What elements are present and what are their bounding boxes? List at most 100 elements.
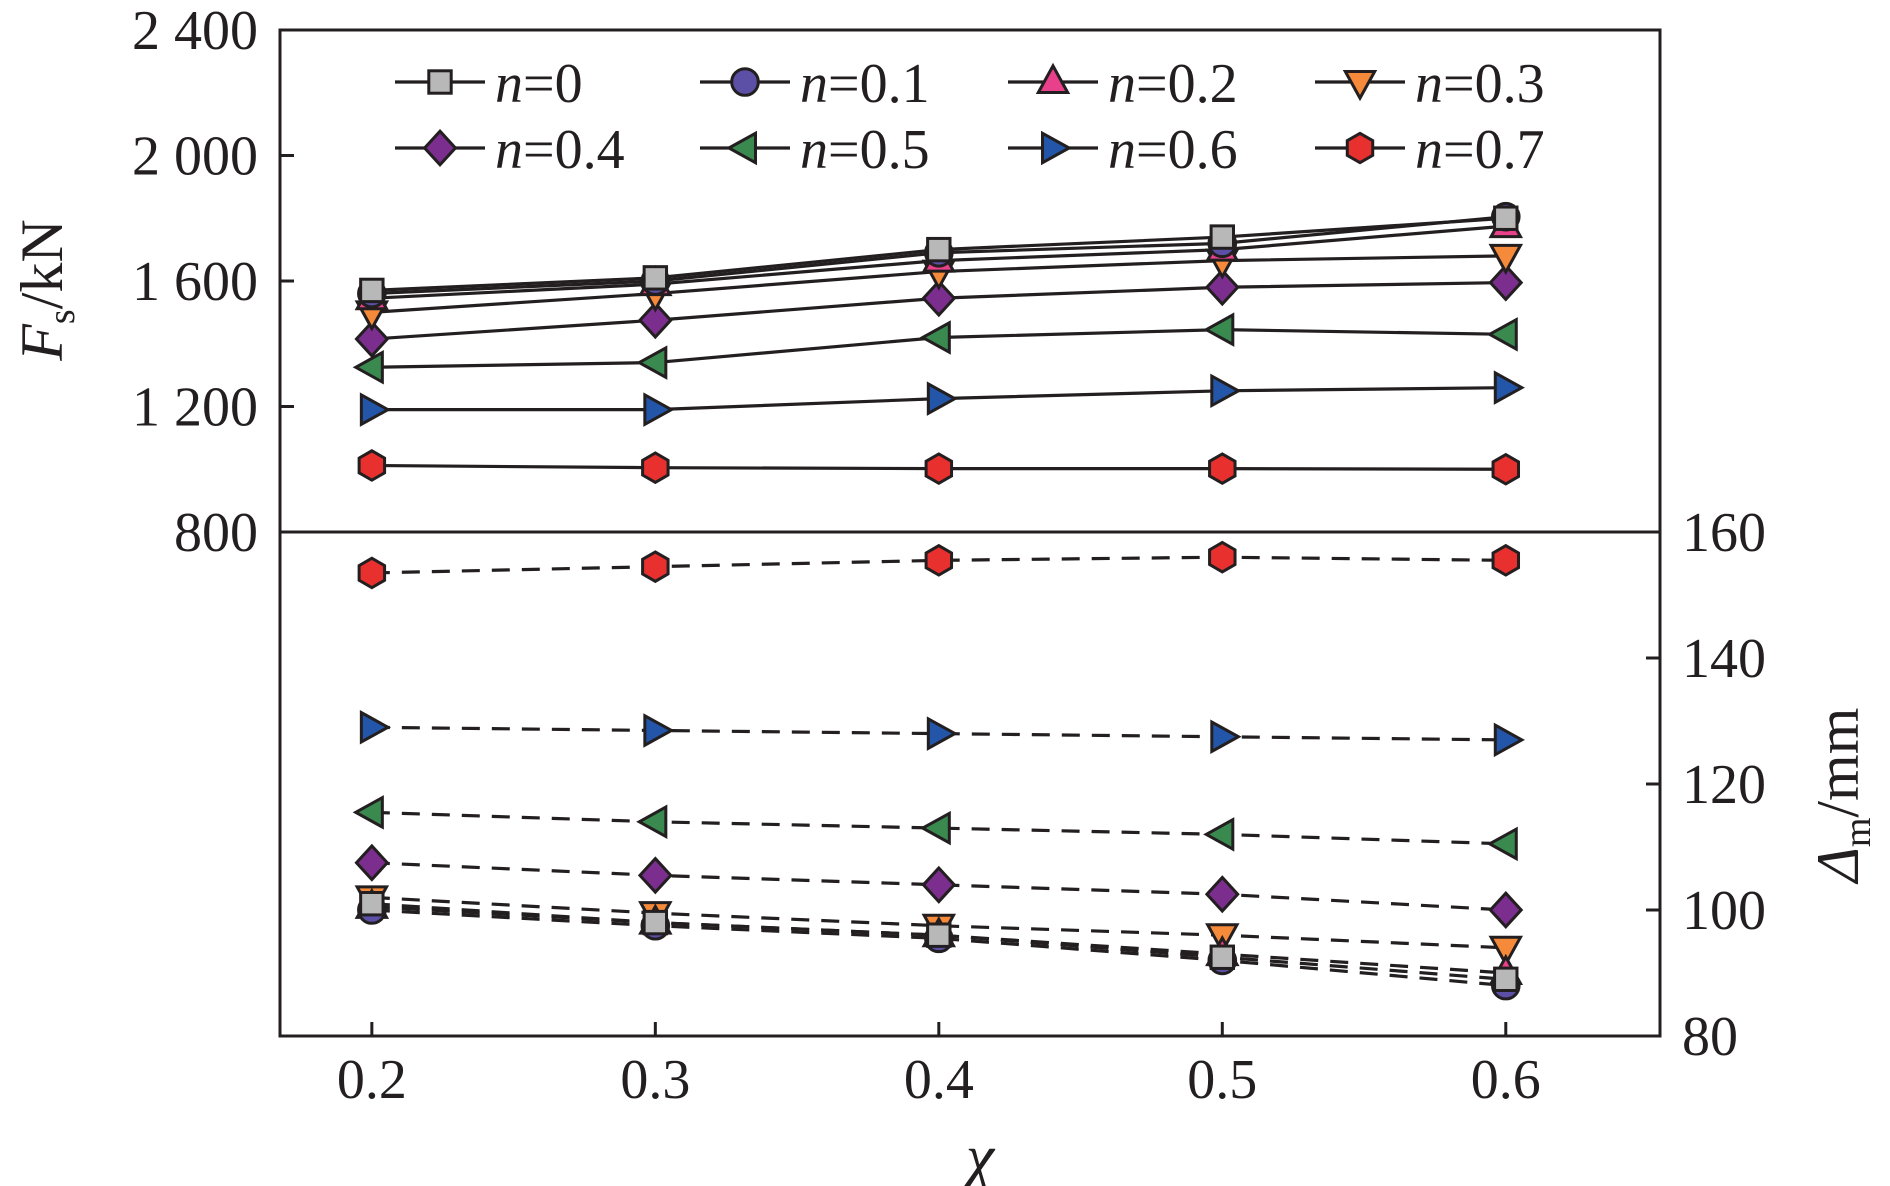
upper-data-point xyxy=(919,320,951,355)
axis-titles: χ Fs/kN Δm/mm xyxy=(9,219,1879,1186)
lower-data-point xyxy=(637,856,673,895)
y-tick-label: 1 200 xyxy=(132,377,258,439)
lower-data-point xyxy=(352,795,384,830)
legend: n=0 n=0.1 n=0.2 n=0.3 n=0.4 n=0.5 n=0.6 n=0.7 xyxy=(395,53,1545,181)
y-tick-label: 2 400 xyxy=(132,0,258,62)
legend-entry: n=0.2 xyxy=(1008,53,1238,115)
y-tick-label: 1 600 xyxy=(132,251,258,313)
y-tick-label: 800 xyxy=(174,502,258,564)
upper-data-point xyxy=(1203,312,1235,347)
legend-entry: n=0.7 xyxy=(1315,119,1545,181)
lower-data-point xyxy=(1493,722,1525,758)
x-axis-title: χ xyxy=(960,1121,996,1186)
lower-series-line xyxy=(371,555,1506,575)
lower-data-point xyxy=(1209,944,1236,970)
lower-data-point xyxy=(1486,826,1518,862)
lower-data-point xyxy=(636,804,668,840)
y-tick-label: 120 xyxy=(1682,754,1766,816)
lower-data-point xyxy=(1493,966,1519,992)
legend-entry: n=0.4 xyxy=(395,119,625,181)
lower-data-point xyxy=(359,891,385,917)
lower-series-line xyxy=(371,902,1506,981)
x-tick-label: 0.3 xyxy=(620,1049,690,1111)
lower-data-point xyxy=(926,716,959,751)
y-tick-label: 100 xyxy=(1682,880,1766,942)
legend-entry: n=0.1 xyxy=(700,53,930,115)
lower-y-axis-title: Δm/mm xyxy=(1805,708,1879,885)
legend-marker xyxy=(1342,70,1378,102)
lower-data-point xyxy=(919,810,951,846)
x-tick-label: 0.4 xyxy=(904,1049,974,1111)
upper-data-point xyxy=(1491,452,1521,486)
y-tick-label: 2 000 xyxy=(132,126,258,188)
legend-marker xyxy=(427,69,453,95)
lower-data-point xyxy=(926,922,952,948)
lower-data-point xyxy=(924,543,954,577)
upper-data-point xyxy=(1210,373,1242,409)
upper-data-point xyxy=(1208,452,1237,486)
legend-entry: n=0 xyxy=(395,53,583,115)
lower-data-point xyxy=(359,710,392,745)
upper-data-point xyxy=(1209,224,1236,250)
legend-label: n=0.3 xyxy=(1415,53,1545,115)
upper-data-point xyxy=(1493,205,1519,231)
legend-marker xyxy=(422,128,458,168)
lower-series-line xyxy=(371,895,1506,950)
legend-marker xyxy=(1345,131,1375,165)
lower-y-axis: 80 100 120 140 160 xyxy=(1646,502,1766,1068)
upper-data-point xyxy=(1488,243,1524,276)
upper-y-axis: 800 1 200 1 600 2 000 2 400 xyxy=(132,0,294,564)
lower-data-point xyxy=(1488,890,1524,930)
x-tick-label: 0.6 xyxy=(1471,1049,1541,1111)
upper-data-point xyxy=(643,392,675,427)
upper-data-point xyxy=(354,320,390,359)
y-tick-label: 80 xyxy=(1682,1006,1738,1068)
upper-data-point xyxy=(637,301,673,340)
legend-label: n=0.5 xyxy=(800,119,930,181)
lower-series-line xyxy=(371,725,1506,742)
legend-marker xyxy=(1041,130,1073,166)
lower-data-point xyxy=(1491,543,1521,577)
lower-data-point xyxy=(921,865,957,904)
lower-panel-series xyxy=(352,540,1525,1001)
lower-series-line xyxy=(371,908,1506,988)
lower-series-line xyxy=(371,810,1506,846)
series-layer xyxy=(352,201,1525,1001)
legend-marker xyxy=(730,67,760,97)
upper-data-point xyxy=(926,381,959,416)
x-axis: 0.2 0.3 0.4 0.5 0.6 xyxy=(337,1022,1541,1111)
upper-data-point xyxy=(636,345,668,380)
upper-panel-series xyxy=(352,201,1525,486)
x-tick-label: 0.2 xyxy=(337,1049,407,1111)
upper-y-axis-title: Fs/kN xyxy=(9,219,83,361)
upper-data-point xyxy=(357,449,387,482)
upper-data-point xyxy=(642,265,669,291)
legend-label: n=0.7 xyxy=(1415,119,1545,181)
x-tick-label: 0.5 xyxy=(1187,1049,1257,1111)
upper-data-point xyxy=(359,392,392,427)
legend-label: n=0 xyxy=(495,53,583,115)
lower-data-point xyxy=(1208,540,1237,574)
lower-data-point xyxy=(354,843,390,882)
upper-data-point xyxy=(924,452,954,486)
legend-marker xyxy=(725,130,757,166)
lower-data-point xyxy=(1210,719,1242,754)
lower-series-line xyxy=(371,861,1506,912)
legend-entry: n=0.6 xyxy=(1008,119,1238,181)
y-tick-label: 140 xyxy=(1682,628,1766,690)
lower-data-point xyxy=(642,909,669,936)
upper-data-point xyxy=(1204,268,1240,307)
lower-data-point xyxy=(641,550,670,584)
legend-label: n=0.2 xyxy=(1108,53,1238,115)
y-tick-label: 160 xyxy=(1682,502,1766,564)
lower-data-point xyxy=(643,713,675,748)
upper-data-point xyxy=(1488,263,1524,302)
lower-data-point xyxy=(1204,875,1240,914)
upper-data-point xyxy=(921,279,957,318)
upper-data-point xyxy=(359,277,385,304)
legend-entry: n=0.5 xyxy=(700,119,930,181)
upper-data-point xyxy=(926,236,952,263)
upper-data-point xyxy=(641,451,670,485)
upper-data-point xyxy=(1493,370,1525,405)
